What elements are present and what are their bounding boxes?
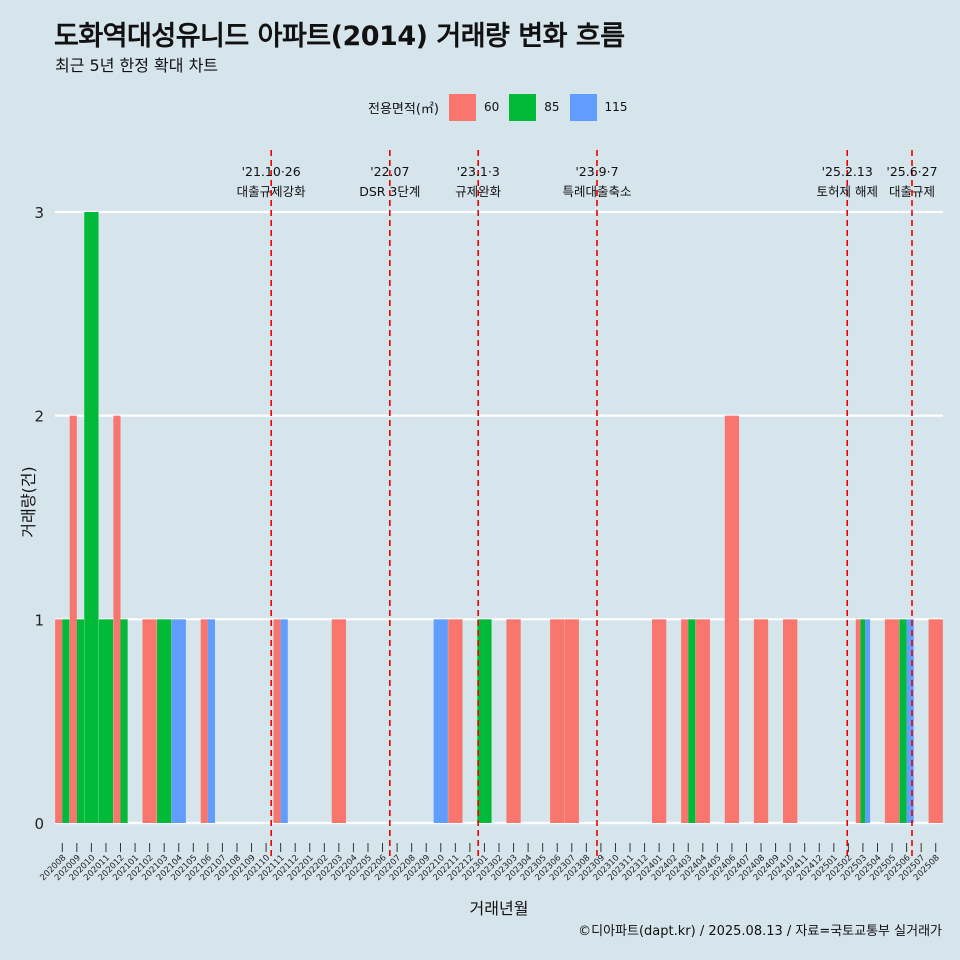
- bar-202410-60: [783, 619, 798, 823]
- bar-202506-85: [899, 619, 907, 823]
- bar-202301-85: [477, 619, 492, 823]
- event-label-1: DSR 3단계: [359, 184, 420, 199]
- legend-label-115: 115: [604, 100, 628, 114]
- bar-202403-60: [681, 619, 689, 823]
- bar-202104-115: [171, 619, 186, 823]
- bar-202102-60: [142, 619, 157, 823]
- bar-202401-60: [651, 619, 667, 823]
- bar-202106-60: [200, 619, 208, 823]
- bar-202503-60: [855, 619, 861, 823]
- legend-item-115: 115: [569, 93, 628, 121]
- event-label-2: 규제완화: [455, 184, 502, 199]
- bar-202011-85: [98, 619, 114, 823]
- legend-swatch-115: [569, 93, 597, 121]
- event-label-5: 대출규제: [889, 184, 935, 199]
- bar-202306-60: [550, 619, 565, 823]
- bar-202503-115: [865, 619, 871, 823]
- bar-202203-60: [331, 619, 347, 823]
- bar-202506-115: [906, 619, 914, 823]
- bar-202010-85: [84, 212, 99, 823]
- bar-202210-115: [433, 619, 448, 823]
- legend-label-60: 60: [483, 100, 500, 114]
- bar-202303-60: [506, 619, 521, 823]
- bar-202211-60: [448, 619, 463, 823]
- bar-202404-60: [695, 619, 710, 823]
- y-tick-label-2: 2: [34, 408, 44, 426]
- y-tick-label-1: 1: [34, 611, 44, 629]
- bar-202307-60: [564, 619, 579, 823]
- bar-202008-85: [62, 619, 70, 823]
- legend-swatch-60: [448, 93, 476, 121]
- y-tick-label-3: 3: [34, 204, 44, 222]
- chart-subtitle: 최근 5년 한정 확대 차트: [55, 56, 219, 75]
- bar-202111-115: [280, 619, 288, 823]
- bar-202403-85: [688, 619, 696, 823]
- legend-item-85: 85: [509, 93, 560, 121]
- source-caption: ©디아파트(dapt.kr) / 2025.08.13 / 자료=국토교통부 실…: [578, 924, 942, 939]
- event-label-0: 대출규제강화: [237, 184, 307, 199]
- bar-202008-60: [55, 619, 63, 823]
- event-date-4: '25.2.13: [822, 164, 873, 179]
- x-axis-title: 거래년월: [470, 899, 529, 918]
- y-tick-label-0: 0: [34, 815, 44, 833]
- chart-title: 도화역대성유니드 아파트(2014) 거래량 변화 흐름: [54, 21, 625, 52]
- bar-202408-60: [753, 619, 769, 823]
- bar-202106-115: [207, 619, 215, 823]
- legend-label-85: 85: [544, 100, 560, 114]
- legend-swatch-85: [509, 93, 537, 121]
- event-date-3: '23.9·7: [575, 164, 618, 179]
- bar-202111-60: [273, 619, 281, 823]
- legend-title: 전용면적(㎡): [368, 101, 439, 117]
- y-axis-title: 거래량(건): [19, 466, 38, 537]
- legend: 전용면적(㎡) 60 85 115: [368, 93, 637, 121]
- legend-item-60: 60: [448, 93, 500, 121]
- bar-202103-85: [157, 619, 172, 823]
- bar-202012-85: [120, 619, 128, 823]
- event-date-5: '25.6·27: [886, 164, 937, 179]
- bar-202505-60: [884, 619, 900, 823]
- bar-202508-60: [928, 619, 943, 823]
- bar-202012-60: [113, 415, 121, 823]
- event-date-2: '23.1·3: [457, 164, 500, 179]
- event-label-3: 특례대출축소: [562, 184, 631, 199]
- event-label-4: 토허제 해제: [816, 184, 877, 199]
- event-date-1: '22.07: [370, 164, 409, 179]
- bar-202503-85: [860, 619, 866, 823]
- bar-202406-60: [724, 415, 740, 823]
- bar-202009-60: [69, 415, 77, 823]
- bar-202009-85: [76, 619, 84, 823]
- event-date-0: '21.10·26: [242, 164, 301, 179]
